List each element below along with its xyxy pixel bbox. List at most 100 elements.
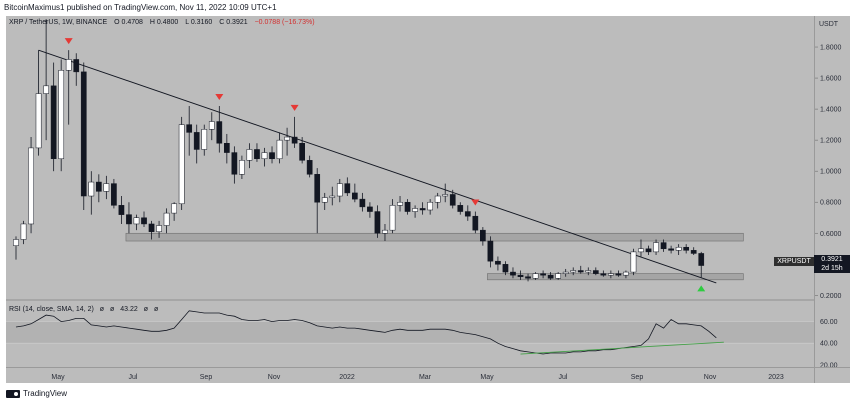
rsi-v3: ø: [143, 306, 148, 313]
bullish-candle: [412, 208, 418, 212]
bullish-candle: [389, 205, 396, 231]
bearish-candle: [367, 206, 373, 212]
bearish-candle: [472, 215, 479, 231]
time-tick-label: Sep: [631, 374, 644, 381]
bullish-candle: [35, 93, 42, 149]
time-tick-label: 2023: [768, 374, 784, 381]
bullish-candle: [321, 197, 328, 203]
chart-area[interactable]: [6, 16, 814, 367]
bearish-candle: [141, 217, 147, 225]
bullish-candle: [638, 248, 644, 253]
bearish-candle: [126, 214, 132, 225]
rsi-divergence-line: [520, 341, 724, 355]
bearish-candle: [464, 211, 471, 217]
bearish-candle: [480, 229, 486, 242]
bullish-candle: [88, 181, 95, 197]
bullish-candle: [630, 251, 637, 273]
price-tick-label: 1.4000: [820, 107, 842, 114]
price-axis[interactable]: USDT 1.8000 1.6000 1.4000 1.2000 1.0000 0.8000…: [814, 16, 850, 367]
descending-trendline: [38, 49, 717, 284]
price-tick-label: 1.8000: [820, 45, 842, 52]
footer[interactable]: TradingView: [6, 388, 67, 400]
bullish-candle: [276, 139, 283, 160]
last-price-box: 0.3921 2d 15h: [814, 255, 850, 273]
price-tick-label: 1.0000: [820, 169, 842, 176]
rsi-v4: ø: [153, 306, 159, 313]
time-tick-label: 2022: [339, 374, 355, 381]
bullish-candle: [608, 273, 614, 276]
bullish-candle: [532, 273, 539, 279]
bearish-marker-icon: [215, 94, 224, 101]
bearish-candle: [73, 59, 80, 73]
bearish-candle: [457, 205, 464, 212]
bullish-candle: [103, 183, 110, 192]
bearish-candle: [660, 242, 667, 250]
bearish-candle: [577, 270, 584, 273]
bearish-marker-icon: [471, 199, 480, 206]
rsi-tick-label: 20.00: [820, 362, 838, 367]
legend-high: H 0.4800: [149, 19, 179, 26]
legend-open: O 0.4708: [114, 19, 143, 26]
bearish-candle: [487, 240, 494, 262]
tradingview-logo-icon: [6, 390, 20, 398]
bearish-candle: [690, 250, 697, 254]
support-zone-0: [125, 232, 744, 242]
bearish-candle: [615, 273, 622, 276]
bullish-marker-icon: [697, 285, 706, 292]
bullish-candle: [171, 203, 177, 214]
bearish-marker-icon: [64, 38, 73, 45]
bearish-candle: [510, 271, 516, 276]
time-tick-label: May: [480, 374, 494, 381]
price-tick-label: 0.6000: [820, 231, 842, 238]
time-tick-label: Sep: [200, 374, 213, 381]
price-tick-label: 1.6000: [820, 76, 842, 83]
price-tick-label: 0.2000: [820, 293, 842, 300]
bullish-candle: [653, 242, 659, 253]
bearish-candle: [80, 71, 87, 197]
bearish-candle: [50, 85, 57, 160]
bearish-candle: [193, 132, 200, 150]
bullish-candle: [562, 271, 569, 274]
bearish-candle: [449, 194, 456, 206]
bullish-candle: [239, 160, 245, 175]
bullish-candle: [20, 223, 27, 240]
bullish-candle: [43, 85, 49, 94]
bearish-candle: [148, 223, 155, 232]
bearish-marker-icon: [290, 104, 299, 111]
price-tick-label: 0.8000: [820, 200, 842, 207]
support-zone-1: [487, 273, 744, 281]
bullish-candle: [156, 225, 162, 232]
axis-corner: [814, 367, 850, 383]
bearish-candle: [502, 264, 509, 273]
bullish-candle: [427, 201, 433, 211]
bullish-candle: [329, 195, 336, 198]
symbol-price-tag: XRPUSDT: [774, 257, 814, 266]
time-tick-label: Mar: [419, 374, 432, 381]
rsi-value: 43.22: [120, 306, 138, 313]
bearish-candle: [517, 274, 524, 277]
bearish-candle: [231, 152, 238, 175]
rsi-tick-label: 60.00: [820, 319, 838, 326]
bullish-candle: [675, 246, 682, 251]
rsi-band: [6, 321, 814, 344]
bearish-candle: [374, 211, 381, 234]
bearish-candle: [495, 260, 501, 265]
bearish-candle: [269, 152, 275, 160]
time-axis[interactable]: May Jul Sep Nov 2022 Mar May Jul Sep Nov 2023: [6, 367, 814, 383]
bullish-candle: [382, 229, 388, 234]
legend-change: −0.0788 (−16.73%): [254, 19, 315, 26]
time-tick-label: May: [51, 374, 65, 381]
candlestick-chart: [6, 19, 814, 355]
bearish-candle: [404, 201, 411, 212]
bullish-candle: [178, 124, 185, 205]
bearish-candle: [352, 192, 358, 200]
bullish-candle: [13, 239, 19, 246]
bearish-candle: [223, 143, 230, 153]
bullish-candle: [246, 149, 253, 161]
bearish-candle: [306, 160, 313, 175]
footer-brand: TradingView: [23, 389, 68, 398]
time-tick-label: Nov: [268, 374, 281, 381]
bullish-candle: [208, 121, 215, 130]
bearish-candle: [118, 205, 125, 215]
bullish-candle: [58, 70, 65, 160]
